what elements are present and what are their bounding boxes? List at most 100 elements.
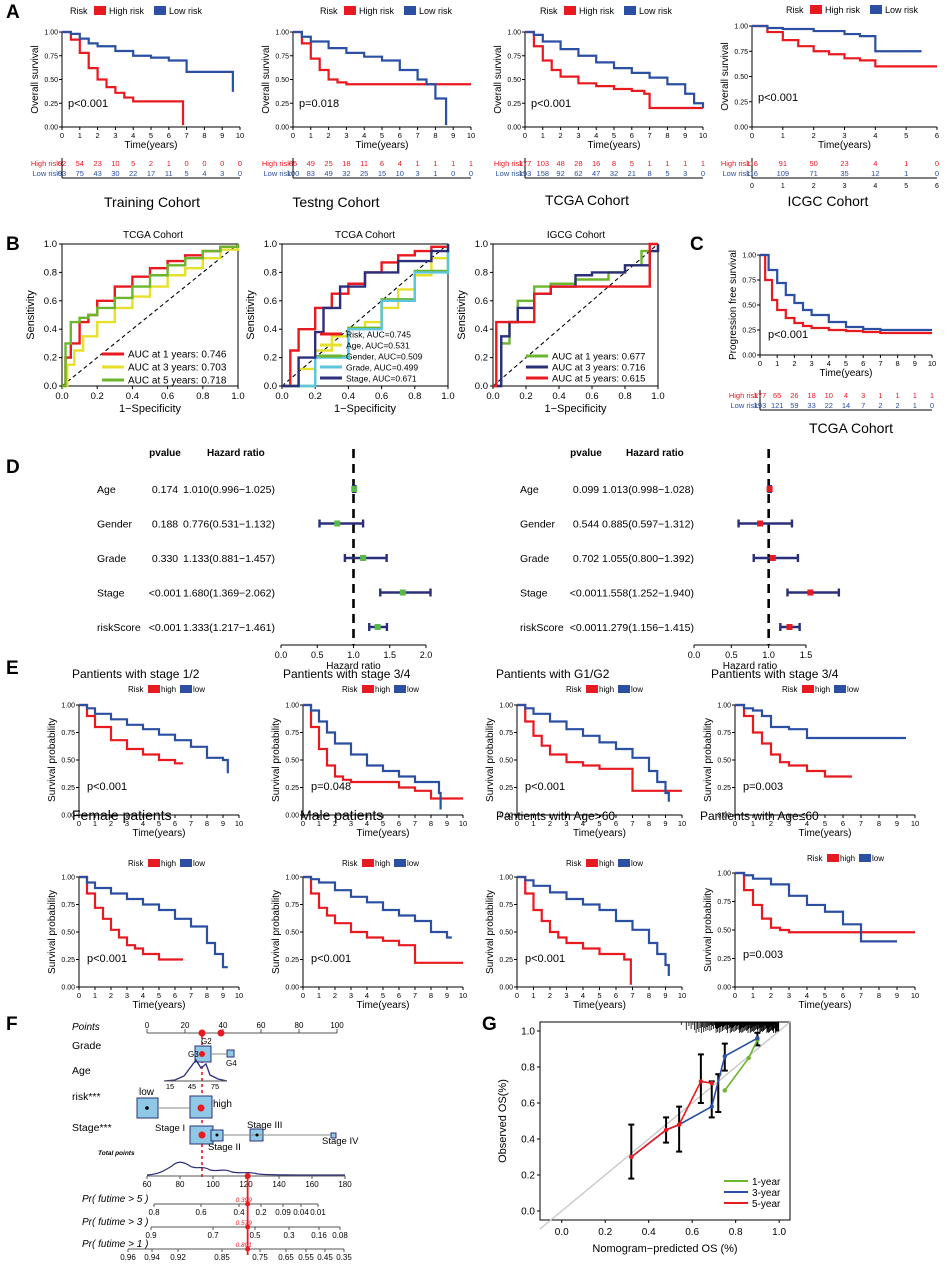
legend-low: Low risk (885, 5, 919, 15)
table-cell-high: 10 (111, 159, 119, 168)
cohort-title: Testng Cohort (292, 194, 379, 210)
prob-tick-label: 0.75 (252, 1253, 268, 1262)
p-value: p<0.001 (87, 781, 127, 793)
x-tick-label: 7 (185, 131, 189, 140)
row-label: Gender (97, 519, 133, 531)
row-pvalue: 0.174 (152, 484, 178, 496)
km-plot-e-7: 0 1 2 3 4 5 6 7 8 9 10 0.00 0.25 0.50 0.75 1.00 Time(yea… (485, 859, 686, 1011)
table-cell-low: 5 (185, 169, 189, 178)
x-axis-title: 1−Specificity (334, 403, 397, 415)
y-tick-label: 1.0 (521, 1027, 535, 1038)
legend-label-1: AUC at 1 years: 0.746 (128, 350, 227, 361)
y-tick-label: 1.00 (507, 30, 521, 37)
row-hr: 1.680(1.369−2.062) (183, 588, 275, 600)
table-cell-high: 48 (556, 159, 564, 168)
x-tick-label: 4 (365, 819, 369, 828)
calibration-plot: 0.0 0.2 0.4 0.6 0.8 1.0 0.0 0.2 0.4 0.6 0.8 1.0 Nomo… (497, 1021, 791, 1255)
y-tick-label: 0.25 (275, 101, 289, 108)
y-tick-label: 0.8 (521, 1063, 535, 1074)
table-cell-low: 32 (342, 169, 350, 178)
y-tick-label: 1.00 (285, 875, 299, 882)
age-tick-label: 15 (166, 1082, 174, 1091)
table-cell-low: 1 (913, 401, 917, 410)
y-axis-title: Sensitivity (245, 290, 257, 340)
y-tick-label: 1.00 (275, 30, 289, 37)
row-hr: 1.013(0.998−1.028) (602, 484, 694, 496)
y-tick-label: 0.50 (61, 930, 75, 937)
x-tick-label: 4 (141, 819, 145, 828)
x-tick-label: 0 (77, 819, 81, 828)
legend-high: high (161, 685, 176, 694)
points-tick-label: 80 (295, 1021, 304, 1030)
y-axis-title: Survival probability (703, 718, 714, 802)
x-tick-label: 4 (873, 131, 877, 140)
row-hr: 1.010(0.996−1.025) (183, 484, 275, 496)
km-plot-e-8: 0 1 2 3 4 5 6 7 8 9 10 0.00 0.25 0.50 0.75 1.00 Time(yea… (703, 854, 919, 1011)
x-tick-label: 4 (141, 991, 145, 1000)
x-tick-label: 0.0 (275, 391, 288, 402)
y-tick-label: 0.75 (717, 730, 731, 737)
col-header-hr: Hazard ratio (626, 448, 684, 459)
x-tick-label: 10 (699, 131, 707, 140)
x-tick-label: 6 (935, 131, 939, 140)
table-cell-low: 43 (93, 169, 101, 178)
x-tick-label: 7 (630, 991, 634, 1000)
table-cell-low: 0 (238, 169, 242, 178)
row-pvalue: <0.001 (149, 622, 182, 634)
y-axis-title: Progression free survival (728, 250, 739, 360)
km-curve-low (293, 30, 448, 126)
table-cell-high: 2 (149, 159, 153, 168)
table-cell-high: 1 (878, 391, 882, 400)
grade-item: G3 (188, 1050, 199, 1059)
x-tick-label: 4 (805, 819, 809, 828)
total-points-label: Total points (98, 1150, 135, 1157)
y-tick-label: 0.75 (507, 53, 521, 60)
x-tick-label: 0 (515, 991, 519, 1000)
panel-letter-e: E (6, 658, 19, 679)
x-tick-label: 0 (733, 819, 737, 828)
legend-low: Low risk (169, 6, 203, 16)
x-tick-label: 9 (913, 359, 917, 368)
table-x-tick: 6 (935, 183, 939, 190)
legend-label-2: AUC at 3 years: 0.703 (128, 363, 227, 374)
table-cell-high: 1 (167, 159, 171, 168)
x-tick-label: 7 (416, 131, 420, 140)
legend-swatch-high (586, 685, 598, 693)
y-tick-label: 0.6 (44, 296, 57, 307)
y-tick-label: 0.00 (275, 125, 289, 132)
km-plot-c: 0 1 2 3 4 5 6 7 8 9 100.000.250.500.751.00Time(yea… (728, 250, 936, 436)
p-value: p<0.001 (68, 98, 108, 110)
table-cell-high: 1 (433, 159, 437, 168)
legend-label-2: Age, AUC=0.531 (346, 341, 410, 351)
row-pvalue: 0.330 (152, 553, 178, 565)
plot-frame (492, 243, 659, 387)
prob-tick-label: 0.94 (144, 1253, 160, 1262)
y-axis-title: Survival probability (47, 718, 58, 802)
km-curve-high (79, 875, 183, 961)
table-cell-low: 83 (307, 169, 315, 178)
x-tick-label: 9 (895, 819, 899, 828)
y-axis-title: Overall survival (30, 45, 41, 113)
y-tick-label: 0.0 (475, 381, 488, 392)
y-axis-title: Sensitivity (25, 290, 37, 340)
x-tick-label: 0.6 (685, 1227, 699, 1238)
calibration-point (746, 1055, 751, 1061)
panel-letter-c: C (690, 234, 704, 255)
legend-high: High risk (579, 6, 615, 16)
x-tick-label: 6 (173, 991, 177, 1000)
table-cell-low: 100 (287, 169, 300, 178)
prob-tick-label: 0.45 (317, 1253, 333, 1262)
table-cell-low: 33 (807, 401, 815, 410)
x-tick-label: 1.0 (347, 650, 360, 660)
table-row-high-label: High risk (721, 159, 750, 168)
x-tick-label: 0 (291, 131, 295, 140)
legend-swatch-high (586, 859, 598, 867)
cohort-title: Training Cohort (104, 194, 200, 210)
risk-item: low (139, 1087, 155, 1098)
x-tick-label: 1 (751, 819, 755, 828)
x-tick-label: 9 (451, 131, 455, 140)
km-curve-high (735, 871, 915, 934)
x-tick-label: 5 (612, 131, 616, 140)
x-tick-label: 2 (769, 819, 773, 828)
x-tick-label: 5 (844, 359, 848, 368)
